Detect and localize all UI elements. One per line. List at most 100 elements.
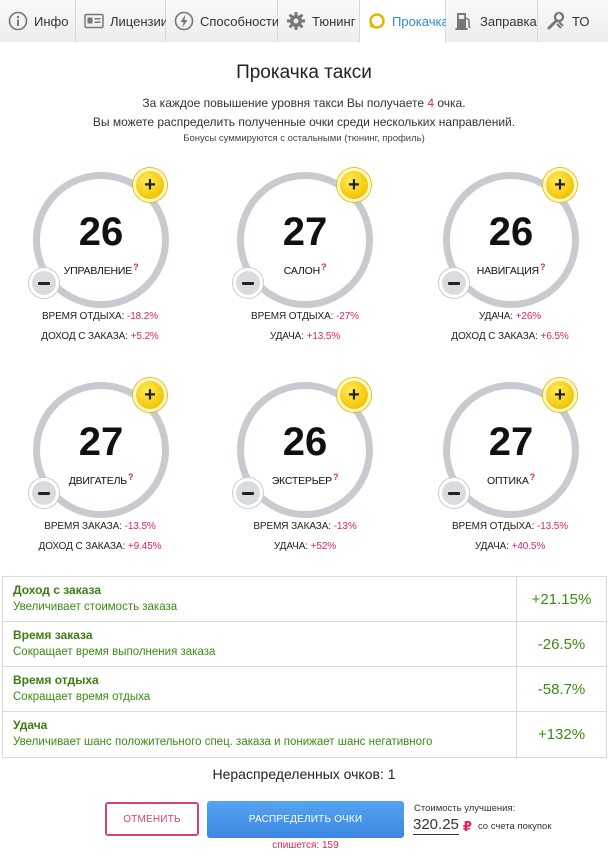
gauge-navigation: 26 НАВИГАЦИЯ? + [439, 168, 593, 322]
decrease-button[interactable] [233, 268, 263, 298]
bonus-note: Бонусы суммируются с остальными (тюнинг,… [183, 133, 425, 144]
help-icon[interactable]: ? [320, 262, 327, 272]
stat-value: +26% [515, 311, 542, 322]
minus-icon [38, 281, 50, 285]
license-card-icon [84, 11, 104, 31]
minus-icon [448, 281, 460, 285]
effect-description: Сокращает время выполнения заказа [13, 646, 216, 658]
stat-name: УДАЧА: [273, 541, 308, 552]
increase-button[interactable]: + [337, 378, 371, 412]
help-icon[interactable]: ? [133, 262, 139, 272]
gauge-value: 26 [282, 420, 328, 464]
help-icon[interactable]: ? [529, 472, 536, 482]
stat-value: -13% [333, 521, 357, 532]
help-icon[interactable]: ? [127, 472, 134, 482]
increase-button[interactable]: + [133, 168, 167, 202]
tab-info[interactable]: Инфо [0, 0, 76, 42]
cancel-button[interactable]: ОТМЕНИТЬ [105, 802, 199, 836]
tab-maintenance[interactable]: ТО [538, 0, 608, 42]
page-title: Прокачка такси [236, 62, 372, 83]
stat-line: УДАЧА: +40.5% [410, 541, 608, 552]
help-icon[interactable]: ? [539, 262, 546, 272]
stat-value: +40.5% [511, 541, 546, 552]
effect-name: Доход с заказа [13, 583, 102, 597]
intro-text: очка. [437, 96, 466, 110]
gauge-label: САЛОН? [237, 262, 373, 277]
upgrade-ring-icon [368, 11, 386, 31]
gauge-label-text: САЛОН [283, 265, 320, 277]
stat-name: ВРЕМЯ ЗАКАЗА: [253, 521, 331, 532]
effect-row: Время заказа Сокращает время выполнения … [3, 622, 606, 667]
increase-button[interactable]: + [337, 168, 371, 202]
tab-label: ТО [572, 13, 590, 29]
decrease-button[interactable] [29, 268, 59, 298]
stat-value: +52% [310, 541, 337, 552]
tab-label: Прокачка [392, 13, 449, 29]
stat-name: ДОХОД С ЗАКАЗА: [38, 541, 126, 552]
effect-info: Удача Увеличивает шанс положительного сп… [3, 712, 516, 757]
minus-icon [242, 491, 254, 495]
gauge-value: 27 [78, 420, 124, 464]
tab-label: Инфо [34, 13, 69, 29]
tab-abilities[interactable]: Способности [166, 0, 279, 42]
gauge-value: 26 [488, 210, 534, 254]
stat-line: УДАЧА: +26% [410, 311, 608, 322]
stat-name: ДОХОД С ЗАКАЗА: [451, 331, 538, 342]
gauge-label-text: ЭКСТЕРЬЕР [271, 475, 333, 487]
effect-name: Время отдыха [13, 673, 99, 687]
gauge-label: УПРАВЛЕНИЕ? [33, 262, 169, 277]
decrease-button[interactable] [233, 478, 263, 508]
stat-name: ВРЕМЯ ОТДЫХА: [251, 311, 334, 322]
stat-line: ВРЕМЯ ЗАКАЗА: -13.5% [0, 521, 200, 532]
distribute-points-button[interactable]: РАСПРЕДЕЛИТЬ ОЧКИ [207, 801, 404, 838]
gauge-label: ОПТИКА? [443, 472, 579, 487]
increase-button[interactable]: + [543, 168, 577, 202]
effect-value: -58.7% [516, 667, 606, 711]
stat-value: +6.5% [540, 331, 569, 342]
minus-icon [242, 281, 254, 285]
charge-amount: спишется: 159 [272, 840, 339, 851]
gauge-salon: 27 САЛОН? + [233, 168, 387, 322]
stat-line: ВРЕМЯ ОТДЫХА: -18.2% [0, 311, 200, 322]
tab-fuel[interactable]: Заправка [446, 0, 538, 42]
stat-value: -13.5% [124, 521, 156, 532]
decrease-button[interactable] [439, 268, 469, 298]
decrease-button[interactable] [439, 478, 469, 508]
effect-name: Время заказа [13, 628, 93, 642]
effect-info: Время заказа Сокращает время выполнения … [3, 622, 516, 666]
stat-name: ДОХОД С ЗАКАЗА: [41, 331, 128, 342]
effect-info: Время отдыха Сокращает время отдыха [3, 667, 516, 711]
gear-icon [286, 11, 306, 31]
gauge-label: ДВИГАТЕЛЬ? [33, 472, 169, 487]
unassigned-points: Нераспределенных очков: 1 [212, 766, 396, 782]
tab-tuning[interactable]: Тюнинг [278, 0, 360, 42]
stat-value: +9.45% [127, 541, 162, 552]
points-per-level: 4 [427, 96, 435, 110]
intro-line-1: За каждое повышение уровня такси Вы полу… [0, 96, 608, 110]
stat-line: ВРЕМЯ ОТДЫХА: -13.5% [410, 521, 608, 532]
gauge-label-text: УПРАВЛЕНИЕ [63, 265, 133, 277]
gauge-control: 26 УПРАВЛЕНИЕ? + [29, 168, 183, 322]
tab-upgrade[interactable]: Прокачка [360, 0, 449, 43]
effect-description: Сокращает время отдыха [13, 691, 151, 703]
stat-name: ВРЕМЯ ЗАКАЗА: [44, 521, 122, 532]
help-icon[interactable]: ? [333, 472, 339, 482]
increase-button[interactable]: + [543, 378, 577, 412]
stat-line: УДАЧА: +52% [205, 541, 405, 552]
upgrade-cost-label: Стоимость улучшения: [414, 803, 516, 814]
tab-label: Тюнинг [312, 13, 356, 29]
effect-value: +132% [516, 712, 606, 757]
effect-description: Увеличивает шанс положительного спец. за… [13, 736, 433, 748]
increase-button[interactable]: + [133, 378, 167, 412]
gauge-label: НАВИГАЦИЯ? [443, 262, 579, 277]
decrease-button[interactable] [29, 478, 59, 508]
fuel-pump-icon [454, 11, 474, 31]
stat-value: -13.5% [536, 521, 569, 532]
effect-description: Увеличивает стоимость заказа [13, 601, 178, 613]
stat-value: -18.2% [126, 311, 159, 322]
upgrade-cost-value: 320.25 [413, 816, 459, 835]
minus-icon [38, 491, 50, 495]
gauge-label-text: ОПТИКА [487, 475, 529, 487]
effect-row: Время отдыха Сокращает время отдыха -58.… [3, 667, 606, 712]
tab-licenses[interactable]: Лицензии [76, 0, 168, 42]
